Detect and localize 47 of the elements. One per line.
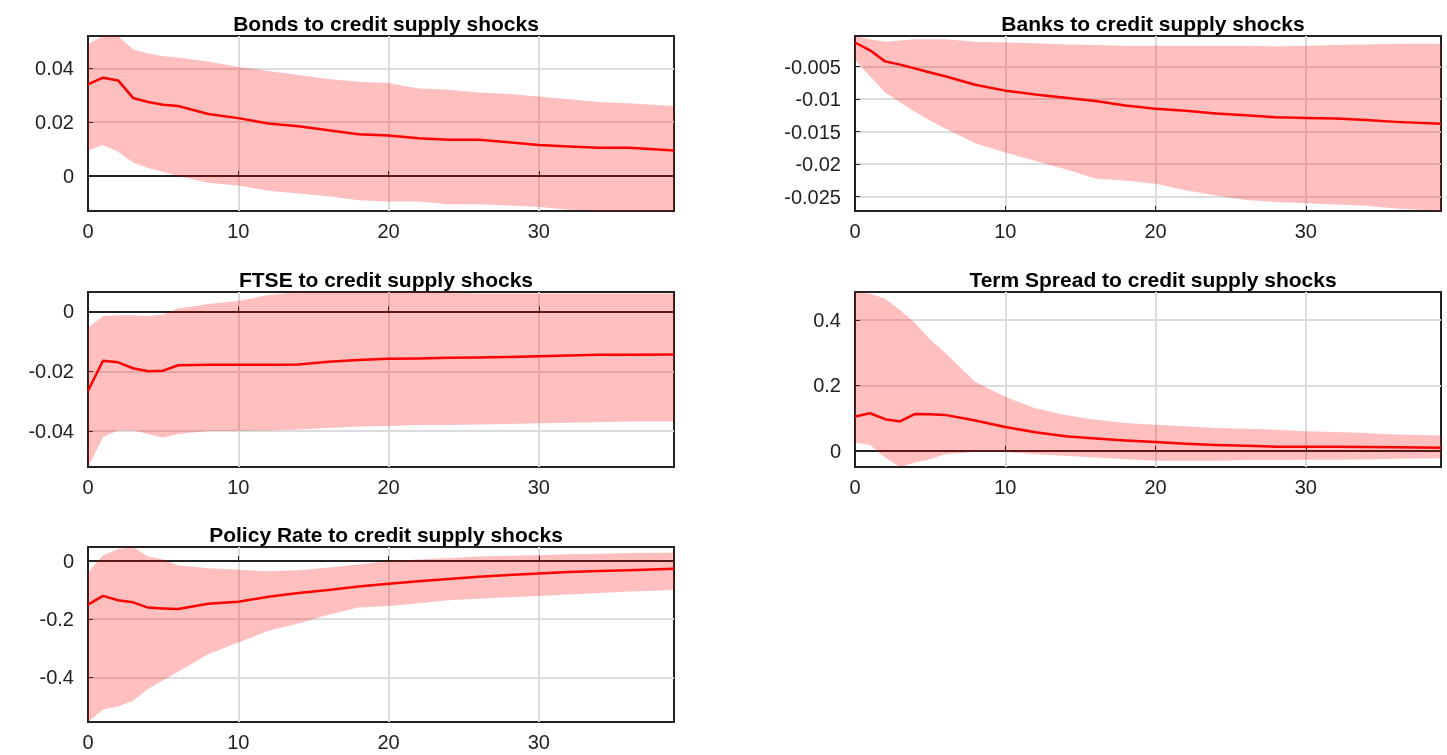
- y-tick-label: -0.01: [795, 88, 841, 111]
- y-tick-label: -0.4: [39, 666, 74, 689]
- y-tick-label: 0.2: [813, 373, 841, 396]
- x-tick-label: 10: [227, 475, 250, 498]
- x-tick-label: 30: [1294, 220, 1317, 242]
- x-tick-label: 20: [1144, 475, 1167, 498]
- x-tick-label: 20: [377, 220, 400, 242]
- chart-title: Term Spread to credit supply shocks: [969, 267, 1337, 291]
- y-tick-label: 0: [62, 549, 74, 572]
- x-tick-label: 10: [994, 220, 1017, 242]
- line-series: [86, 352, 676, 392]
- chart-title: Bonds to credit supply shocks: [233, 12, 539, 35]
- chart-title: Banks to credit supply shocks: [1001, 12, 1305, 35]
- x-tick-label: 30: [1294, 475, 1317, 498]
- y-tick-label: -0.005: [784, 55, 841, 78]
- x-tick-label: 20: [377, 731, 400, 753]
- line-series: [86, 76, 676, 152]
- x-tick-label: 30: [527, 731, 550, 753]
- x-tick-label: 20: [377, 475, 400, 498]
- x-tick-label: 0: [849, 220, 861, 242]
- y-tick-label: -0.2: [39, 608, 74, 631]
- y-tick-label: 0: [62, 165, 74, 187]
- x-tick-label: 30: [527, 475, 550, 498]
- x-tick-label: 0: [849, 475, 861, 498]
- y-tick-label: -0.015: [784, 120, 841, 143]
- line-series: [853, 41, 1443, 126]
- y-tick-label: 0.02: [35, 111, 74, 134]
- chart-title: FTSE to credit supply shocks: [238, 267, 534, 291]
- y-tick-label: -0.04: [28, 419, 74, 442]
- y-tick-label: 0: [829, 439, 841, 462]
- y-tick-label: 0.4: [813, 308, 841, 331]
- y-tick-label: -0.02: [28, 359, 74, 382]
- y-tick-label: 0.04: [35, 57, 74, 80]
- y-tick-label: -0.02: [795, 153, 841, 176]
- x-tick-label: 30: [527, 220, 550, 242]
- y-tick-label: 0: [62, 299, 74, 322]
- x-tick-label: 0: [82, 731, 94, 753]
- chart-title: Policy Rate to credit supply shocks: [209, 523, 563, 546]
- x-tick-label: 0: [82, 220, 94, 242]
- x-tick-label: 10: [227, 731, 250, 753]
- x-tick-label: 10: [227, 220, 250, 242]
- x-tick-label: 10: [994, 475, 1017, 498]
- line-series: [853, 411, 1443, 449]
- x-tick-label: 20: [1144, 220, 1167, 242]
- y-tick-label: -0.025: [784, 185, 841, 208]
- line-series: [86, 567, 676, 611]
- x-tick-label: 0: [82, 475, 94, 498]
